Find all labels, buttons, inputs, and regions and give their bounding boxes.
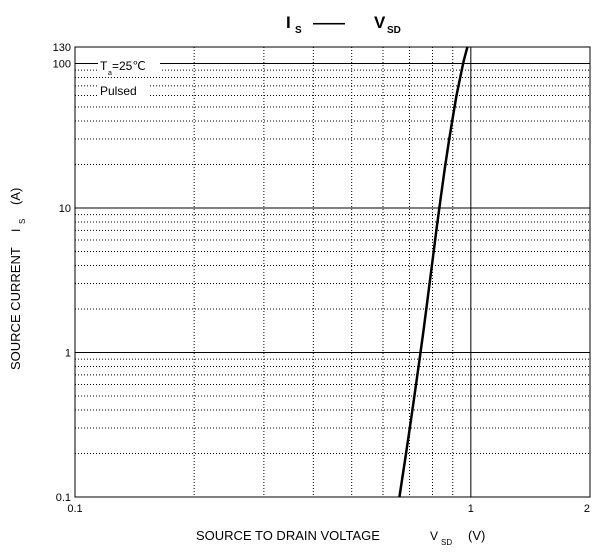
data-point — [413, 395, 415, 397]
y-axis-label-group: SOURCE CURRENT I S (A) — [8, 188, 27, 370]
data-point — [463, 59, 465, 62]
data-point — [455, 94, 458, 97]
annotation-temperature-subscript: a — [108, 70, 112, 77]
axes — [74, 46, 591, 498]
y-tick-label: 0.1 — [56, 492, 71, 504]
chart-title-subscript: S — [295, 25, 302, 36]
data-point — [408, 429, 411, 431]
chart-title-subscript: SD — [387, 25, 401, 36]
data-point — [448, 140, 450, 142]
y-axis-unit: (A) — [8, 188, 23, 205]
grid — [75, 47, 590, 497]
data-point — [466, 46, 468, 48]
data-point — [436, 227, 438, 229]
x-axis-unit: (V) — [468, 528, 485, 543]
data-point — [423, 328, 425, 330]
chart-title-dash: —— — [313, 15, 345, 32]
y-axis-subscript: S — [18, 219, 27, 224]
data-point — [418, 362, 420, 364]
data-point — [444, 167, 446, 169]
x-axis-symbol: V — [430, 529, 438, 543]
x-tick-label: 0.1 — [67, 503, 82, 515]
y-axis-label: SOURCE CURRENT — [8, 247, 23, 370]
y-axis-symbol: I — [9, 229, 23, 232]
annotation-pulsed: Pulsed — [100, 84, 137, 98]
data-point — [427, 294, 429, 296]
plot-frame — [74, 46, 591, 498]
data-point — [398, 496, 401, 498]
data-point — [431, 260, 434, 262]
x-tick-label: 1 — [468, 503, 474, 515]
annotation-temperature-symbol: T — [100, 59, 108, 73]
x-tick-label: 2 — [584, 503, 590, 515]
data-point — [459, 76, 461, 79]
x-axis-subscript: SD — [441, 538, 452, 547]
chart-title-symbol: I — [286, 13, 291, 32]
y-tick-label: 130 — [53, 42, 71, 54]
y-tick-label: 10 — [59, 203, 71, 215]
annotation-temperature-value: =25℃ — [112, 59, 146, 73]
annotation-background — [98, 57, 160, 73]
annotation-background — [98, 82, 150, 98]
data-point — [440, 195, 442, 198]
y-tick-label: 1 — [65, 347, 71, 359]
x-axis-label: SOURCE TO DRAIN VOLTAGE — [196, 528, 380, 543]
series-layer — [398, 46, 469, 498]
data-point — [403, 463, 406, 465]
data-point — [452, 117, 454, 119]
y-tick-label: 100 — [53, 58, 71, 70]
chart-title-symbol: V — [374, 13, 386, 32]
